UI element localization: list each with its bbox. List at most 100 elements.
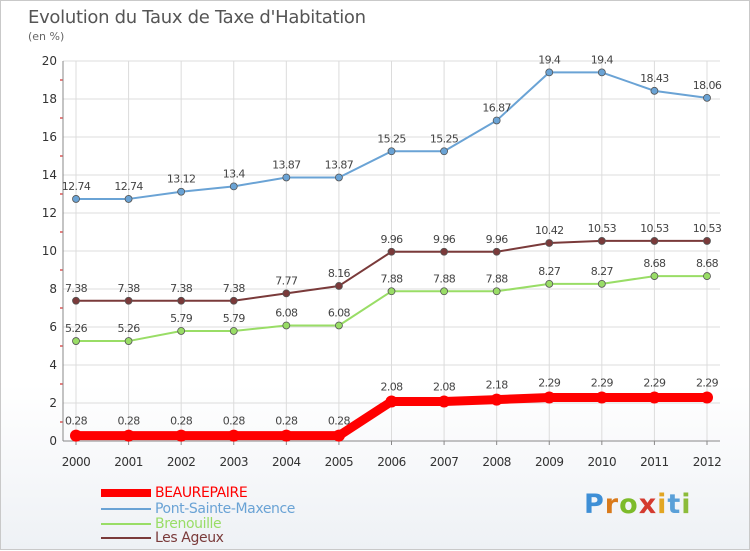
data-point	[335, 173, 343, 182]
legend-label: Brenouille	[155, 516, 222, 532]
data-label: 6.08	[275, 306, 298, 319]
data-label: 7.38	[223, 282, 246, 295]
data-point	[387, 287, 396, 296]
data-point	[492, 247, 501, 256]
data-point	[597, 279, 606, 288]
data-point	[124, 337, 133, 345]
y-tick-label: 10	[42, 244, 57, 258]
data-point	[597, 68, 606, 77]
data-point	[177, 187, 186, 196]
data-point	[650, 272, 659, 280]
x-tick-label: 2007	[430, 455, 459, 469]
data-label: 5.79	[170, 312, 193, 325]
data-point	[703, 93, 711, 102]
data-point	[229, 327, 238, 335]
data-label: 15.25	[430, 132, 459, 145]
data-point	[701, 391, 713, 404]
legend-item: Brenouille	[101, 516, 222, 532]
data-label: 5.26	[65, 322, 88, 335]
data-label: 15.25	[377, 132, 406, 145]
legend-label: BEAUREPAIRE	[155, 485, 248, 501]
y-tick-label: 6	[49, 320, 57, 334]
y-tick-label: 18	[42, 92, 57, 106]
data-label: 0.28	[328, 415, 351, 428]
data-point	[229, 296, 238, 305]
data-point	[177, 327, 186, 335]
data-point	[124, 195, 133, 203]
unit-label: (en %)	[28, 30, 65, 43]
x-tick-label: 2005	[325, 455, 354, 469]
y-tick-label: 2	[49, 396, 57, 410]
data-label: 10.42	[535, 224, 564, 237]
data-label: 18.06	[693, 79, 722, 92]
data-point	[227, 429, 240, 442]
logo-letter: r	[604, 489, 620, 520]
x-tick-label: 2002	[167, 455, 196, 469]
legend-item: Les Ageux	[101, 531, 224, 545]
data-label: 7.88	[380, 272, 403, 285]
data-label: 19.4	[591, 53, 614, 66]
y-tick-label: 14	[42, 168, 57, 182]
data-point	[280, 429, 293, 442]
x-tick-label: 2004	[272, 455, 301, 469]
legend-item: BEAUREPAIRE	[101, 485, 248, 501]
data-label: 13.87	[325, 158, 354, 171]
data-label: 12.74	[62, 180, 91, 193]
data-label: 2.08	[433, 380, 456, 393]
data-point	[595, 391, 608, 404]
data-label: 7.38	[118, 282, 141, 295]
data-point	[648, 391, 661, 404]
legend-swatch	[101, 523, 151, 525]
data-label: 7.88	[433, 272, 456, 285]
data-point	[543, 391, 556, 404]
data-point	[387, 247, 396, 256]
data-label: 7.38	[170, 282, 193, 295]
data-label: 0.28	[65, 415, 88, 428]
data-point	[282, 173, 291, 182]
data-point	[545, 279, 554, 288]
data-label: 0.28	[275, 415, 298, 428]
x-tick-label: 2001	[114, 455, 143, 469]
x-tick-label: 2012	[693, 455, 722, 469]
data-label: 12.74	[114, 180, 143, 193]
y-tick-label: 0	[49, 434, 57, 448]
data-point	[335, 282, 343, 290]
data-point	[175, 429, 188, 442]
data-label: 13.12	[167, 173, 196, 186]
chart-title: Evolution du Taux de Taxe d'Habitation	[28, 7, 366, 28]
x-tick-label: 2011	[640, 455, 669, 469]
x-tick-label: 2010	[588, 455, 617, 469]
legend-swatch	[101, 508, 151, 510]
data-point	[650, 237, 659, 245]
legend-swatch	[101, 537, 151, 539]
data-point	[650, 86, 659, 95]
data-point	[703, 272, 711, 280]
data-point	[440, 147, 448, 156]
x-tick-label: 2006	[377, 455, 406, 469]
logo-letter: i	[681, 489, 692, 520]
data-label: 9.96	[433, 233, 456, 246]
data-label: 18.43	[640, 72, 669, 85]
logo-letter: t	[667, 489, 682, 520]
logo-letter: i	[657, 489, 668, 520]
data-label: 2.29	[696, 376, 719, 389]
data-label: 10.53	[640, 222, 669, 235]
data-label: 8.68	[643, 257, 666, 270]
data-label: 8.16	[328, 267, 351, 280]
data-point	[177, 296, 186, 305]
data-label: 0.28	[223, 415, 246, 428]
data-label: 0.28	[170, 415, 193, 428]
data-label: 9.96	[380, 233, 403, 246]
data-label: 2.18	[486, 379, 509, 392]
legend-swatch	[101, 489, 151, 497]
data-point	[597, 237, 606, 245]
data-label: 13.87	[272, 158, 301, 171]
data-point	[440, 287, 448, 296]
logo-letter: P	[584, 489, 605, 520]
data-point	[72, 195, 80, 203]
x-tick-label: 2000	[62, 455, 91, 469]
data-label: 5.79	[223, 312, 246, 325]
data-point	[385, 395, 398, 408]
data-point	[70, 429, 82, 442]
